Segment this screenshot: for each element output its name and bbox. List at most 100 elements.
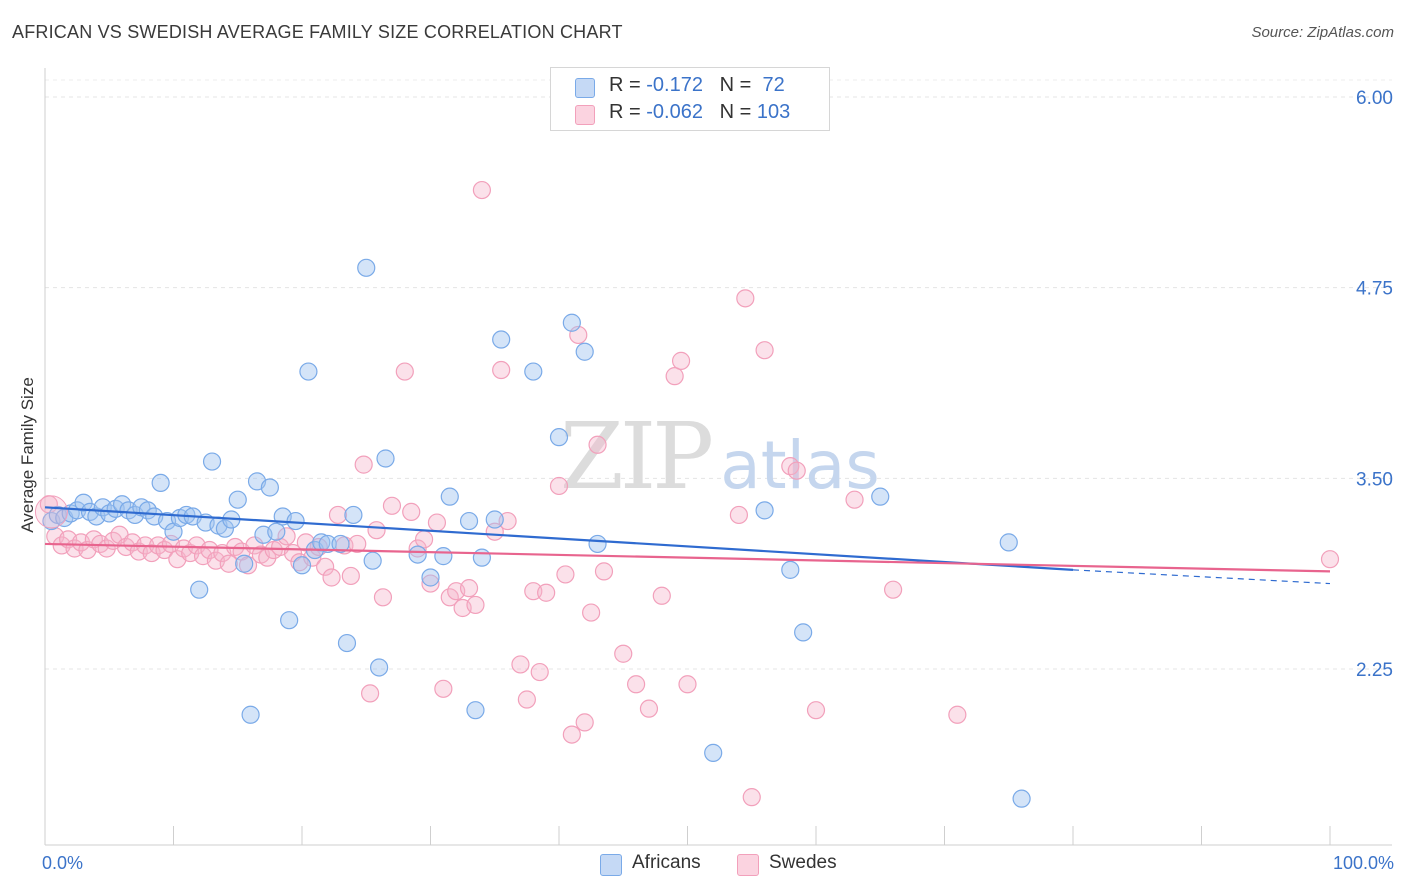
africans-legend-swatch	[600, 854, 622, 876]
point-africans	[472, 548, 491, 567]
point-swedes	[678, 675, 697, 694]
point-africans	[363, 551, 382, 570]
y-tick-labels: 2.25 3.50 4.75 6.00	[1356, 88, 1393, 681]
point-africans	[299, 362, 318, 381]
point-africans	[267, 522, 286, 541]
swedes-swatch	[575, 105, 595, 125]
point-swedes	[367, 521, 386, 540]
point-swedes	[316, 557, 335, 576]
stats-legend: R = -0.172 N = 72 R = -0.062 N = 103	[550, 67, 830, 131]
point-swedes-large	[34, 495, 68, 529]
point-africans	[704, 743, 723, 762]
point-africans	[781, 560, 800, 579]
point-swedes	[556, 565, 575, 584]
point-swedes	[729, 505, 749, 525]
y-tick-label: 3.50	[1356, 469, 1393, 490]
point-swedes	[421, 574, 440, 593]
swedes-legend-swatch	[737, 854, 759, 876]
n-value-africans: 72	[756, 74, 785, 96]
trend-line-africans-extension	[1072, 569, 1331, 585]
point-africans	[151, 473, 170, 493]
point-swedes	[671, 351, 691, 370]
n-label: N =	[719, 74, 757, 96]
watermark: ZIP atlas	[560, 403, 880, 510]
point-africans	[434, 547, 453, 566]
africans-swatch	[575, 78, 595, 98]
y-tick-label: 6.00	[1356, 88, 1393, 109]
point-africans	[871, 487, 890, 506]
point-swedes	[427, 513, 447, 532]
y-axis-label: Average Family Size	[18, 377, 37, 533]
r-label: R =	[609, 101, 647, 123]
point-africans	[492, 330, 511, 349]
point-swedes	[562, 725, 581, 744]
point-swedes	[341, 566, 360, 586]
point-africans	[228, 490, 247, 509]
point-africans	[344, 505, 363, 525]
point-swedes	[845, 490, 864, 509]
point-africans	[241, 705, 260, 724]
point-africans	[1012, 789, 1031, 808]
point-africans	[999, 533, 1018, 552]
point-africans	[562, 313, 581, 332]
point-africans	[215, 519, 234, 538]
legend-label-africans: Africans	[632, 852, 701, 873]
point-swedes	[361, 684, 380, 703]
axes	[44, 68, 1392, 846]
trend-line-swedes	[44, 542, 1331, 573]
point-africans	[235, 554, 254, 573]
point-africans	[260, 478, 279, 497]
point-swedes	[806, 701, 826, 720]
point-swedes	[1320, 550, 1340, 569]
point-swedes	[639, 699, 659, 718]
point-africans	[292, 556, 312, 575]
point-swedes	[742, 788, 761, 807]
point-africans	[575, 342, 594, 361]
point-swedes	[537, 583, 556, 602]
point-swedes	[322, 568, 341, 587]
point-swedes	[665, 367, 684, 386]
point-africans	[755, 501, 774, 520]
point-africans	[794, 623, 813, 642]
point-swedes	[594, 562, 614, 581]
point-swedes	[614, 644, 633, 663]
point-swedes	[402, 502, 421, 521]
source-label: Source: ZipAtlas.com	[1251, 24, 1394, 41]
point-africans	[466, 701, 485, 720]
point-africans	[286, 511, 305, 531]
point-swedes	[755, 341, 774, 360]
point-swedes	[459, 579, 479, 598]
point-swedes	[787, 461, 806, 480]
point-africans	[331, 534, 350, 554]
point-swedes	[382, 496, 402, 515]
point-swedes	[354, 455, 373, 474]
point-africans	[459, 511, 479, 531]
point-swedes	[530, 662, 549, 682]
y-tick-label: 2.25	[1356, 660, 1393, 681]
point-swedes	[652, 586, 671, 605]
r-value-africans: -0.172	[646, 74, 703, 96]
watermark-zip: ZIP	[560, 403, 711, 510]
point-africans	[549, 428, 569, 447]
point-africans	[190, 580, 209, 599]
series-legend: Africans Swedes	[0, 852, 1406, 878]
point-swedes	[492, 360, 511, 380]
data-points	[34, 180, 1340, 808]
point-africans	[376, 449, 395, 468]
point-swedes	[582, 603, 601, 622]
point-swedes	[219, 554, 238, 573]
point-swedes	[588, 435, 607, 454]
trend-lines	[44, 506, 1331, 585]
r-value-swedes: -0.062	[646, 101, 703, 123]
point-africans	[524, 362, 543, 381]
point-africans	[588, 534, 607, 554]
grid-lines	[45, 79, 1392, 670]
x-tick-label-min: 0.0%	[42, 853, 84, 873]
point-africans	[318, 534, 337, 554]
r-label: R =	[609, 74, 647, 96]
point-africans	[421, 568, 440, 587]
point-africans	[408, 545, 427, 564]
point-africans	[440, 487, 459, 506]
point-africans	[337, 633, 357, 653]
